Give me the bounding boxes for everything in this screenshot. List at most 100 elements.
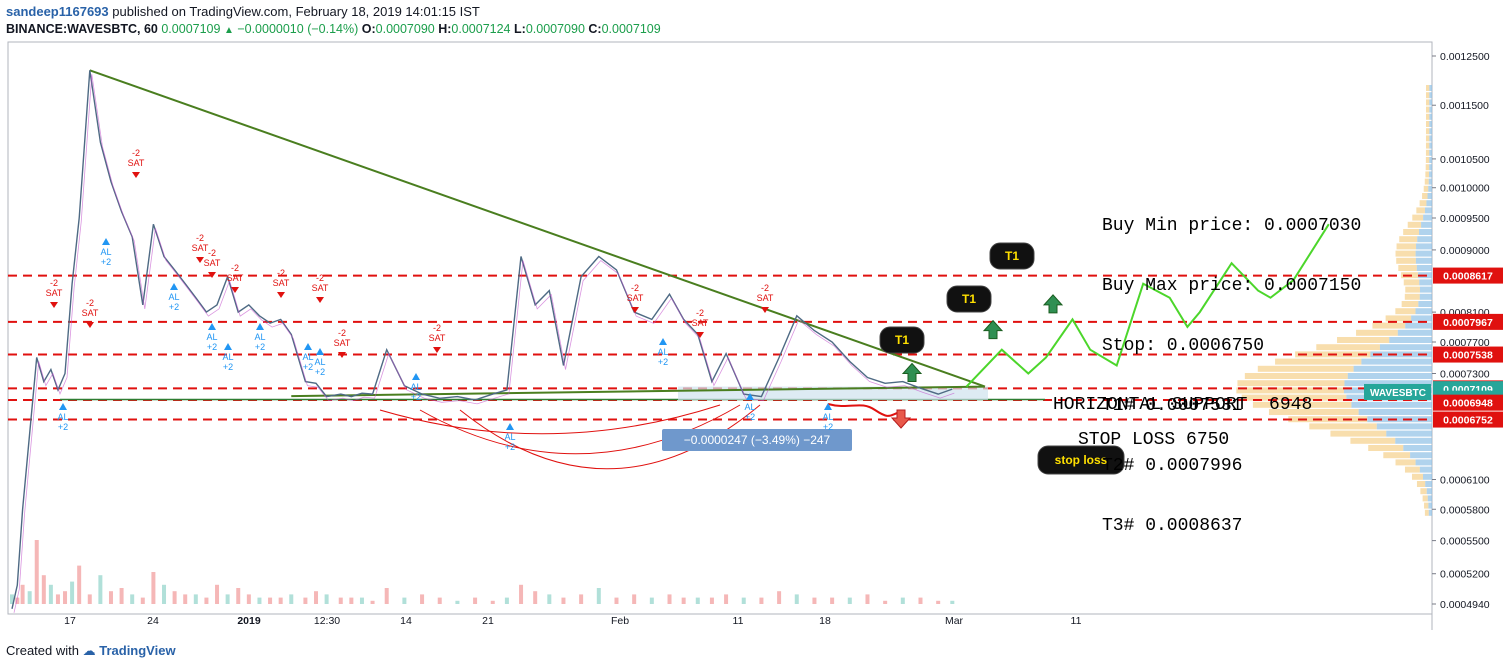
volume-bar bbox=[533, 591, 538, 604]
target-callout bbox=[879, 326, 925, 354]
buy-arrow-icon bbox=[170, 283, 178, 290]
symbol-tag-label: WAVESBTC bbox=[1370, 388, 1426, 399]
volume-profile-bar bbox=[1309, 423, 1377, 430]
sell-signal-label: -2 bbox=[132, 148, 140, 158]
volume-bar bbox=[473, 597, 478, 604]
sell-signal-label: SAT bbox=[757, 293, 774, 303]
volume-profile-bar bbox=[1241, 394, 1347, 401]
volume-profile-bar bbox=[1403, 279, 1420, 286]
volume-bar bbox=[349, 597, 354, 604]
price-tag bbox=[1433, 411, 1503, 428]
volume-profile-bar bbox=[1423, 185, 1429, 192]
volume-profile-bar bbox=[1429, 99, 1432, 106]
volume-bar bbox=[830, 597, 835, 604]
volume-bar bbox=[278, 597, 283, 604]
volume-bar bbox=[257, 597, 262, 604]
created-with-label: Created with bbox=[6, 643, 79, 658]
volume-profile-bar bbox=[1244, 373, 1348, 379]
close-label: C: bbox=[588, 22, 602, 36]
buy-signal-label: AL bbox=[657, 347, 668, 357]
volume-bar bbox=[741, 597, 746, 604]
volume-profile-bar bbox=[1419, 466, 1432, 473]
buy-arrow-icon bbox=[256, 323, 264, 330]
target-callout bbox=[989, 242, 1035, 270]
volume-bar bbox=[70, 581, 75, 604]
buy-arrow-icon bbox=[506, 423, 514, 430]
volume-profile-bar bbox=[1427, 193, 1432, 199]
symbol-label: BINANCE:WAVESBTC, 60 bbox=[6, 22, 158, 36]
sell-signal-label: -2 bbox=[631, 283, 639, 293]
volume-profile-bar bbox=[1425, 106, 1430, 113]
y-tick-label: 0.0007700 bbox=[1440, 337, 1490, 349]
up-arrow-icon: ▲ bbox=[223, 25, 234, 36]
volume-bar bbox=[777, 591, 782, 604]
volume-profile-bar bbox=[1428, 178, 1432, 185]
projection-path bbox=[965, 223, 1330, 388]
volume-profile-bar bbox=[1344, 380, 1432, 387]
price-tag-label: 0.0007538 bbox=[1443, 350, 1493, 362]
buy-arrow-icon bbox=[824, 403, 832, 410]
buy-signal-label: +2 bbox=[58, 422, 68, 432]
volume-profile-bar bbox=[1353, 365, 1432, 372]
buy-signal-label: AL bbox=[254, 332, 265, 342]
sell-signal-label: SAT bbox=[128, 158, 145, 168]
volume-profile-bar bbox=[1351, 401, 1432, 408]
volume-profile-bar bbox=[1404, 466, 1420, 473]
volume-profile-bar bbox=[1405, 322, 1432, 329]
volume-bar bbox=[204, 597, 209, 604]
sell-signal-label: SAT bbox=[273, 278, 290, 288]
moving-average-line bbox=[13, 74, 955, 613]
buy-signal-label: +2 bbox=[101, 257, 111, 267]
x-tick-label: 11 bbox=[1071, 615, 1082, 627]
volume-profile-bar bbox=[1350, 437, 1396, 444]
volume-bar bbox=[681, 597, 686, 604]
tradingview-brand[interactable]: TradingView bbox=[99, 643, 176, 658]
volume-profile-bar bbox=[1424, 509, 1429, 516]
volume-profile-bar bbox=[1411, 473, 1423, 480]
volume-bar bbox=[649, 597, 654, 604]
buy-signal-label: AL bbox=[302, 352, 313, 362]
stop-loss-callout-label: stop loss bbox=[1055, 453, 1108, 467]
volume-bar bbox=[130, 594, 135, 604]
volume-profile-bar bbox=[1429, 149, 1432, 156]
y-tick-label: 0.0006100 bbox=[1440, 474, 1490, 486]
sell-signal-label: SAT bbox=[312, 283, 329, 293]
volume-bar bbox=[402, 597, 407, 604]
volume-profile-bar bbox=[1425, 121, 1430, 127]
price-tag-label: 0.0006752 bbox=[1443, 415, 1493, 427]
stop-loss-callout bbox=[1037, 445, 1125, 475]
sell-signal-label: -2 bbox=[338, 328, 346, 338]
buy-signal-label: AL bbox=[57, 412, 68, 422]
rising-trendline bbox=[291, 385, 986, 398]
volume-bar bbox=[950, 600, 955, 604]
buy-arrow-icon bbox=[208, 323, 216, 330]
buy-signal-label: +2 bbox=[303, 362, 313, 372]
high-label: H: bbox=[438, 22, 452, 36]
sell-signal-label: SAT bbox=[82, 308, 99, 318]
volume-profile-bar bbox=[1385, 315, 1412, 322]
volume-bar bbox=[268, 597, 273, 604]
plan-line: Buy Max price: 0.0007150 bbox=[1102, 276, 1362, 296]
volume-bar bbox=[596, 588, 601, 604]
volume-bar bbox=[632, 594, 637, 604]
volume-bar bbox=[289, 594, 294, 604]
stop-loss-note: STOP LOSS 6750 bbox=[1078, 430, 1230, 450]
sell-signal-label: -2 bbox=[196, 233, 204, 243]
volume-profile-bar bbox=[1410, 452, 1432, 459]
volume-bar bbox=[794, 594, 799, 604]
author-name[interactable]: sandeep1167693 bbox=[6, 4, 109, 19]
price-tag bbox=[1433, 394, 1503, 411]
volume-profile-bar bbox=[1275, 358, 1362, 365]
volume-profile-bar bbox=[1422, 473, 1432, 480]
buy-signal-label: +2 bbox=[255, 342, 265, 352]
volume-bar bbox=[883, 600, 888, 604]
volume-bar bbox=[359, 597, 364, 604]
volume-profile-bar bbox=[1416, 265, 1432, 271]
target-callout bbox=[946, 285, 992, 313]
volume-bar bbox=[77, 565, 82, 604]
volume-bar bbox=[370, 600, 375, 604]
price-tag-label: 0.0006948 bbox=[1443, 398, 1493, 410]
volume-bar bbox=[215, 584, 220, 604]
descending-trendline bbox=[89, 69, 986, 388]
